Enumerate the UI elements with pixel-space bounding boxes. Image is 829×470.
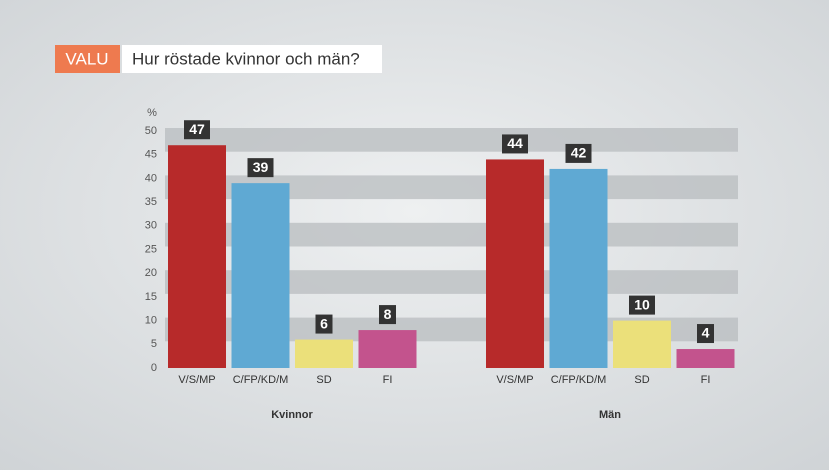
x-tick-label: V/S/MP: [178, 374, 215, 386]
value-label-box: [315, 314, 333, 334]
value-label: 47: [189, 121, 205, 137]
y-tick-label: 10: [145, 315, 157, 327]
value-label-box: [379, 305, 396, 325]
y-tick-label: 0: [151, 362, 157, 374]
bar: [295, 339, 353, 368]
value-label: 4: [702, 325, 710, 341]
bar: [676, 349, 735, 368]
bar: [168, 145, 226, 368]
y-tick-label: 20: [145, 267, 157, 279]
x-tick-label: SD: [316, 374, 331, 386]
x-tick-label: C/FP/KD/M: [551, 374, 607, 386]
value-label: 42: [571, 145, 587, 161]
y-tick-label: 30: [145, 220, 157, 232]
value-label-box: [697, 324, 714, 344]
x-tick-label: SD: [634, 374, 649, 386]
value-label: 44: [507, 135, 523, 151]
badge-box: [55, 45, 120, 73]
value-label-box: [502, 134, 528, 154]
group-label: Kvinnor: [271, 409, 313, 421]
y-axis-label: %: [147, 107, 157, 119]
value-label: 39: [253, 159, 269, 175]
x-tick-label: V/S/MP: [496, 374, 533, 386]
y-tick-label: 35: [145, 196, 157, 208]
value-label: 10: [634, 296, 650, 312]
y-tick-label: 15: [145, 291, 157, 303]
value-label-box: [629, 295, 655, 315]
y-tick-label: 50: [145, 125, 157, 137]
value-label-box: [565, 143, 592, 163]
bar: [486, 159, 544, 368]
group-label: Män: [599, 409, 621, 421]
bar: [613, 320, 671, 368]
chart-title: Hur röstade kvinnor och män?: [132, 49, 360, 68]
y-tick-label: 5: [151, 338, 157, 350]
grid-band: [165, 128, 738, 152]
x-tick-label: C/FP/KD/M: [233, 374, 289, 386]
title-box: [122, 45, 382, 73]
value-label-box: [184, 120, 210, 140]
badge: VALU: [65, 49, 108, 68]
value-label-box: [247, 158, 274, 178]
bar: [549, 168, 608, 368]
bar: [358, 330, 417, 368]
value-label: 8: [384, 306, 392, 322]
x-tick-label: FI: [383, 374, 393, 386]
y-tick-label: 25: [145, 243, 157, 255]
bar: [231, 183, 290, 368]
x-tick-label: FI: [701, 374, 711, 386]
y-tick-label: 45: [145, 149, 157, 161]
y-tick-label: 40: [145, 172, 157, 184]
value-label: 6: [320, 315, 328, 331]
